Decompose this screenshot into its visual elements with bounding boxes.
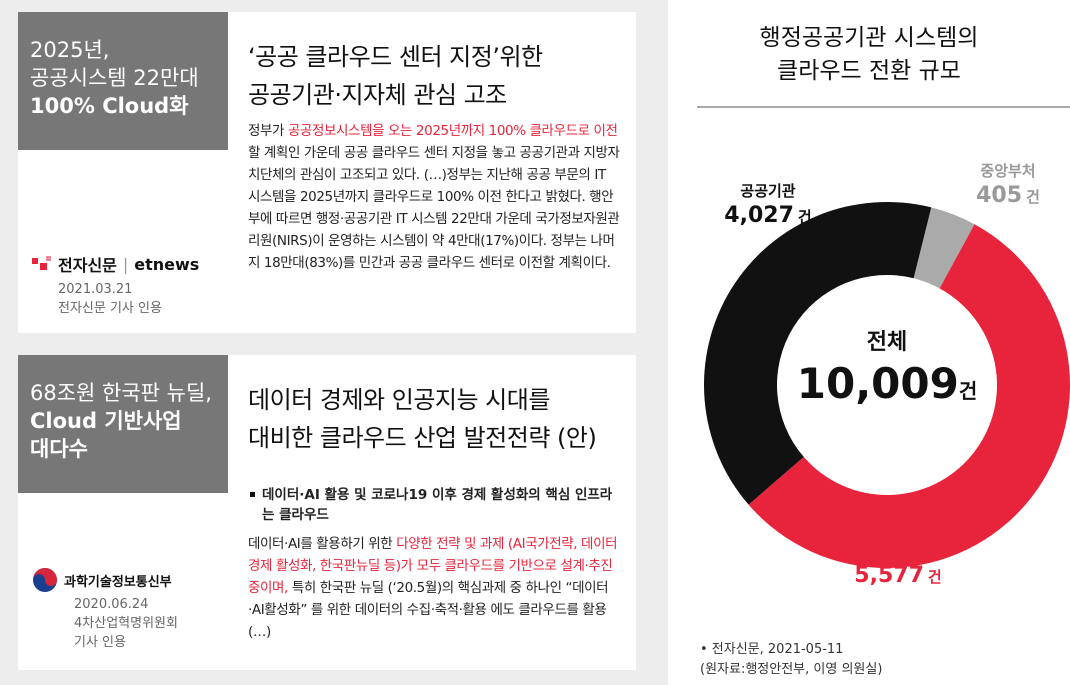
headline-line: Cloud 기반사업 [30,409,182,433]
title-line: ‘공공 클라우드 센터 지정’위한 [248,43,543,71]
article-body: 데이터·AI를 활용하기 위한 다양한 전략 및 과제 (AI국가전략, 데이터… [248,533,620,643]
donut-slice [748,224,1070,569]
slice-name: 지방자치단체 [856,542,940,560]
logo-icon [32,256,51,270]
source-note: 전자신문 기사 인용 [58,301,162,316]
headline-line: 2025년, [30,38,110,62]
slice-number: 405 [976,183,1023,208]
source-date: 2021.03.21 [58,282,133,297]
donut-slice [704,201,932,505]
slice-number: 4,027 [724,203,794,228]
logo-shape [32,258,38,264]
logo-shape [33,568,57,586]
slice-unit: 건 [797,208,812,226]
total-value: 10,009건 [787,358,987,417]
slice-value: 5,577 건 [838,562,958,591]
body-text: 할 계획인 가운데 공공 클라우드 센터 지정을 놓고 공공기관과 지방자치단체… [248,145,620,271]
body-text: 데이터·AI를 활용하기 위한 [248,536,397,552]
donut-chart [697,106,1070,569]
footnote-line: (원자료:행정안전부, 이영 의원실) [700,662,883,677]
headline-line: 68조원 한국판 뉴딜, [30,381,212,405]
source-info: 2021.03.21 전자신문 기사 인용 [58,280,162,318]
highlight-text: 다양한 전략 및 과제 (AI국가전략, 데이터 경제 활성화, 한국판뉴딜 등… [248,536,618,596]
slice-value: 4,027 건 [708,202,828,231]
title-line: 클라우드 전환 규모 [777,58,961,84]
slice-unit: 건 [1026,188,1040,206]
body-text: 정부가 [248,123,288,139]
logo-shape [46,256,51,261]
headline-box: 2025년, 공공시스템 22만대 100% Cloud화 [18,12,228,150]
article-card: 2025년, 공공시스템 22만대 100% Cloud화 ‘공공 클라우드 센터 지… [18,12,636,333]
logo-divider: | [122,254,129,274]
source-date: 2020.06.24 [74,597,149,612]
slice-label: 중앙부처 405 건 [948,160,1068,211]
title-line: 대비한 클라우드 산업 발전전략 (안) [248,424,597,452]
source-logo: 과학기술정보통신부 [32,567,172,593]
slice-value: 405 건 [948,182,1068,211]
logo-shape [40,263,47,270]
slice-unit: 건 [927,568,942,586]
headline-line: 공공시스템 22만대 [30,66,199,90]
total-unit: 건 [958,379,978,403]
title-line: 공공기관·지자체 관심 고조 [248,81,507,109]
footnote: • 전자신문, 2021-05-11 (원자료:행정안전부, 이영 의원실) [700,640,882,680]
logo-text: 과학기술정보통신부 [64,574,172,590]
logo-text: etnews [134,254,200,274]
total-number: 10,009 [796,359,959,408]
article-body: 정부가 공공정보시스템을 오는 2025년까지 100% 클라우드로 이전할 계… [248,120,620,274]
highlight-text: 공공정보시스템을 오는 2025년까지 100% 클라우드로 이전 [287,123,618,139]
source-note: 4차산업혁명위원회 [74,616,178,631]
headline-line: 대다수 [30,437,88,461]
logo-icon [33,568,57,592]
source-note: 기사 인용 [74,635,126,650]
logo-text: 전자신문 [58,256,117,275]
slice-label: 지방자치단체 5,577 건 [838,540,958,591]
title-line: 데이터 경제와 인공지능 시대를 [248,386,550,414]
slice-name: 공공기관 [740,182,796,200]
title-line: 행정공공기관 시스템의 [759,25,979,51]
footnote-line: • 전자신문, 2021-05-11 [700,642,844,657]
total-title: 전체 [866,330,908,355]
total-label: 전체 10,009건 [787,328,987,417]
slice-name: 중앙부처 [980,162,1036,180]
body-text: 특히 한국판 뉴딜 (‘20.5월)의 핵심과제 중 하나인 “데이터·AI활성… [248,580,609,640]
bullet-point: 데이터·AI 활용 및 코로나19 이후 경제 활성화의 핵심 인프라는 클라우… [248,485,618,525]
headline-line: 100% Cloud화 [30,94,189,118]
source-logo: 전자신문 | etnews [32,252,199,276]
slice-number: 5,577 [854,563,924,588]
donut-slice [913,207,975,289]
slice-label: 공공기관 4,027 건 [708,180,828,231]
